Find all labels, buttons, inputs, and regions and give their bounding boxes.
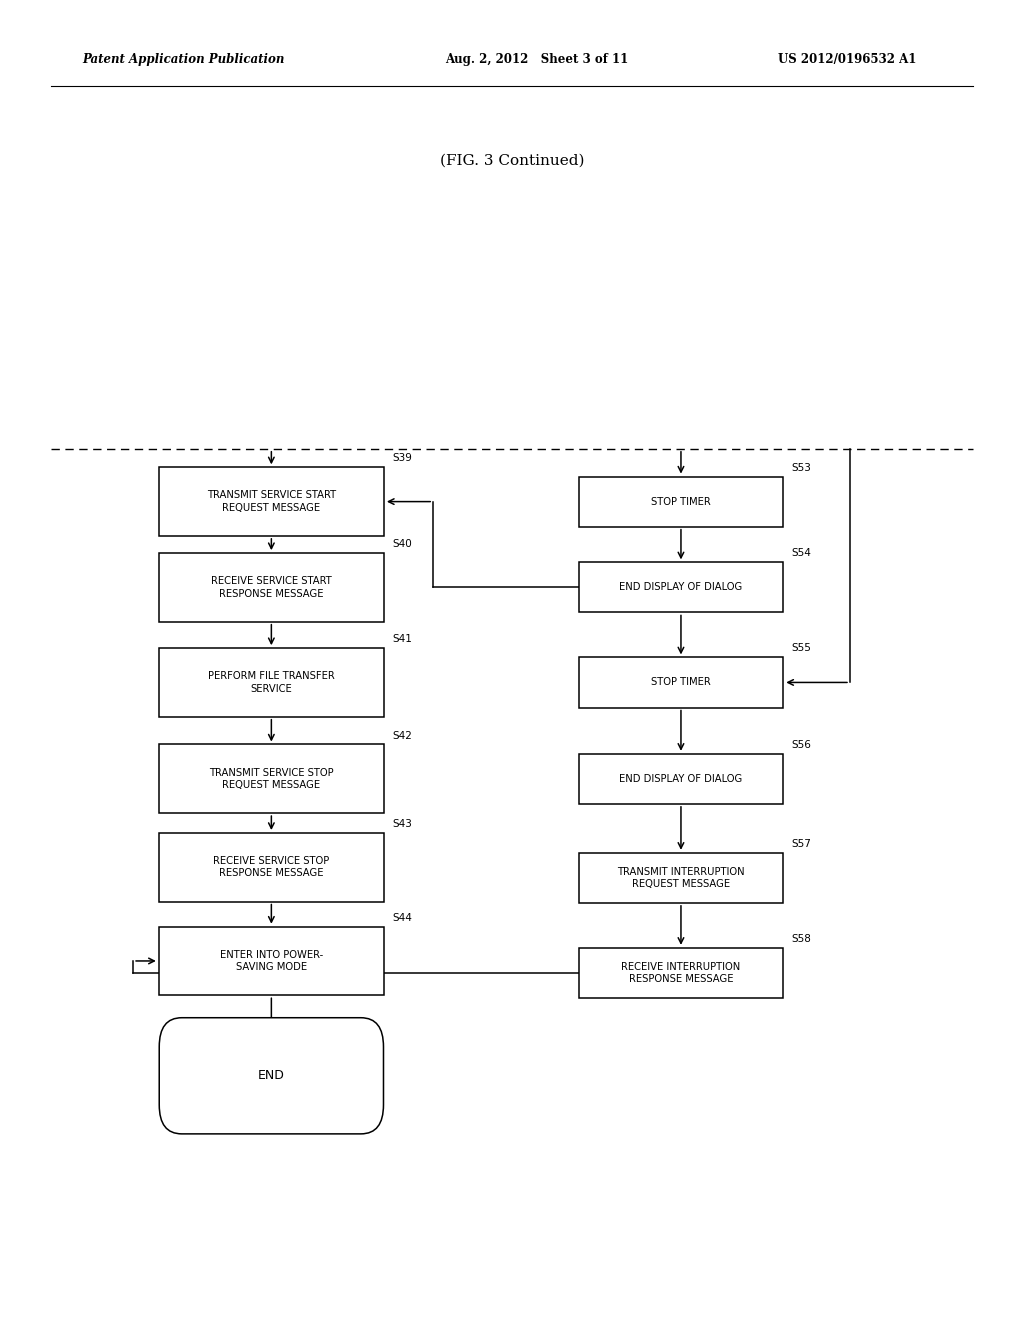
Bar — [579, 562, 783, 612]
Text: (FIG. 3 Continued): (FIG. 3 Continued) — [439, 154, 585, 168]
Text: END DISPLAY OF DIALOG: END DISPLAY OF DIALOG — [620, 774, 742, 784]
Text: S39: S39 — [392, 453, 412, 463]
Bar — [159, 744, 384, 813]
Text: ENTER INTO POWER-
SAVING MODE: ENTER INTO POWER- SAVING MODE — [220, 950, 323, 972]
Text: S55: S55 — [792, 643, 811, 653]
Text: RECEIVE SERVICE STOP
RESPONSE MESSAGE: RECEIVE SERVICE STOP RESPONSE MESSAGE — [213, 857, 330, 878]
Text: PERFORM FILE TRANSFER
SERVICE: PERFORM FILE TRANSFER SERVICE — [208, 672, 335, 693]
Bar — [579, 477, 783, 527]
Text: TRANSMIT SERVICE STOP
REQUEST MESSAGE: TRANSMIT SERVICE STOP REQUEST MESSAGE — [209, 768, 334, 789]
Text: S43: S43 — [392, 818, 412, 829]
Bar — [579, 853, 783, 903]
Text: S53: S53 — [792, 462, 811, 473]
Text: END: END — [258, 1069, 285, 1082]
Text: Patent Application Publication: Patent Application Publication — [82, 53, 285, 66]
Text: US 2012/0196532 A1: US 2012/0196532 A1 — [778, 53, 916, 66]
Bar — [159, 467, 384, 536]
Text: RECEIVE INTERRUPTION
RESPONSE MESSAGE: RECEIVE INTERRUPTION RESPONSE MESSAGE — [622, 962, 740, 983]
Text: RECEIVE SERVICE START
RESPONSE MESSAGE: RECEIVE SERVICE START RESPONSE MESSAGE — [211, 577, 332, 598]
Text: TRANSMIT SERVICE START
REQUEST MESSAGE: TRANSMIT SERVICE START REQUEST MESSAGE — [207, 491, 336, 512]
Text: S44: S44 — [392, 912, 412, 923]
Text: S41: S41 — [392, 634, 412, 644]
Text: STOP TIMER: STOP TIMER — [651, 496, 711, 507]
Bar — [159, 553, 384, 622]
Bar — [159, 648, 384, 717]
Bar — [159, 833, 384, 902]
Text: S42: S42 — [392, 730, 412, 741]
Text: STOP TIMER: STOP TIMER — [651, 677, 711, 688]
Text: S57: S57 — [792, 838, 811, 849]
Text: S54: S54 — [792, 548, 811, 558]
Bar — [579, 754, 783, 804]
Bar — [159, 927, 384, 995]
Text: Aug. 2, 2012   Sheet 3 of 11: Aug. 2, 2012 Sheet 3 of 11 — [445, 53, 629, 66]
Bar — [579, 948, 783, 998]
FancyBboxPatch shape — [160, 1018, 383, 1134]
Text: S58: S58 — [792, 933, 811, 944]
Text: S40: S40 — [392, 539, 412, 549]
Text: END DISPLAY OF DIALOG: END DISPLAY OF DIALOG — [620, 582, 742, 593]
Bar — [579, 657, 783, 708]
Text: TRANSMIT INTERRUPTION
REQUEST MESSAGE: TRANSMIT INTERRUPTION REQUEST MESSAGE — [617, 867, 744, 888]
Text: S56: S56 — [792, 739, 811, 750]
